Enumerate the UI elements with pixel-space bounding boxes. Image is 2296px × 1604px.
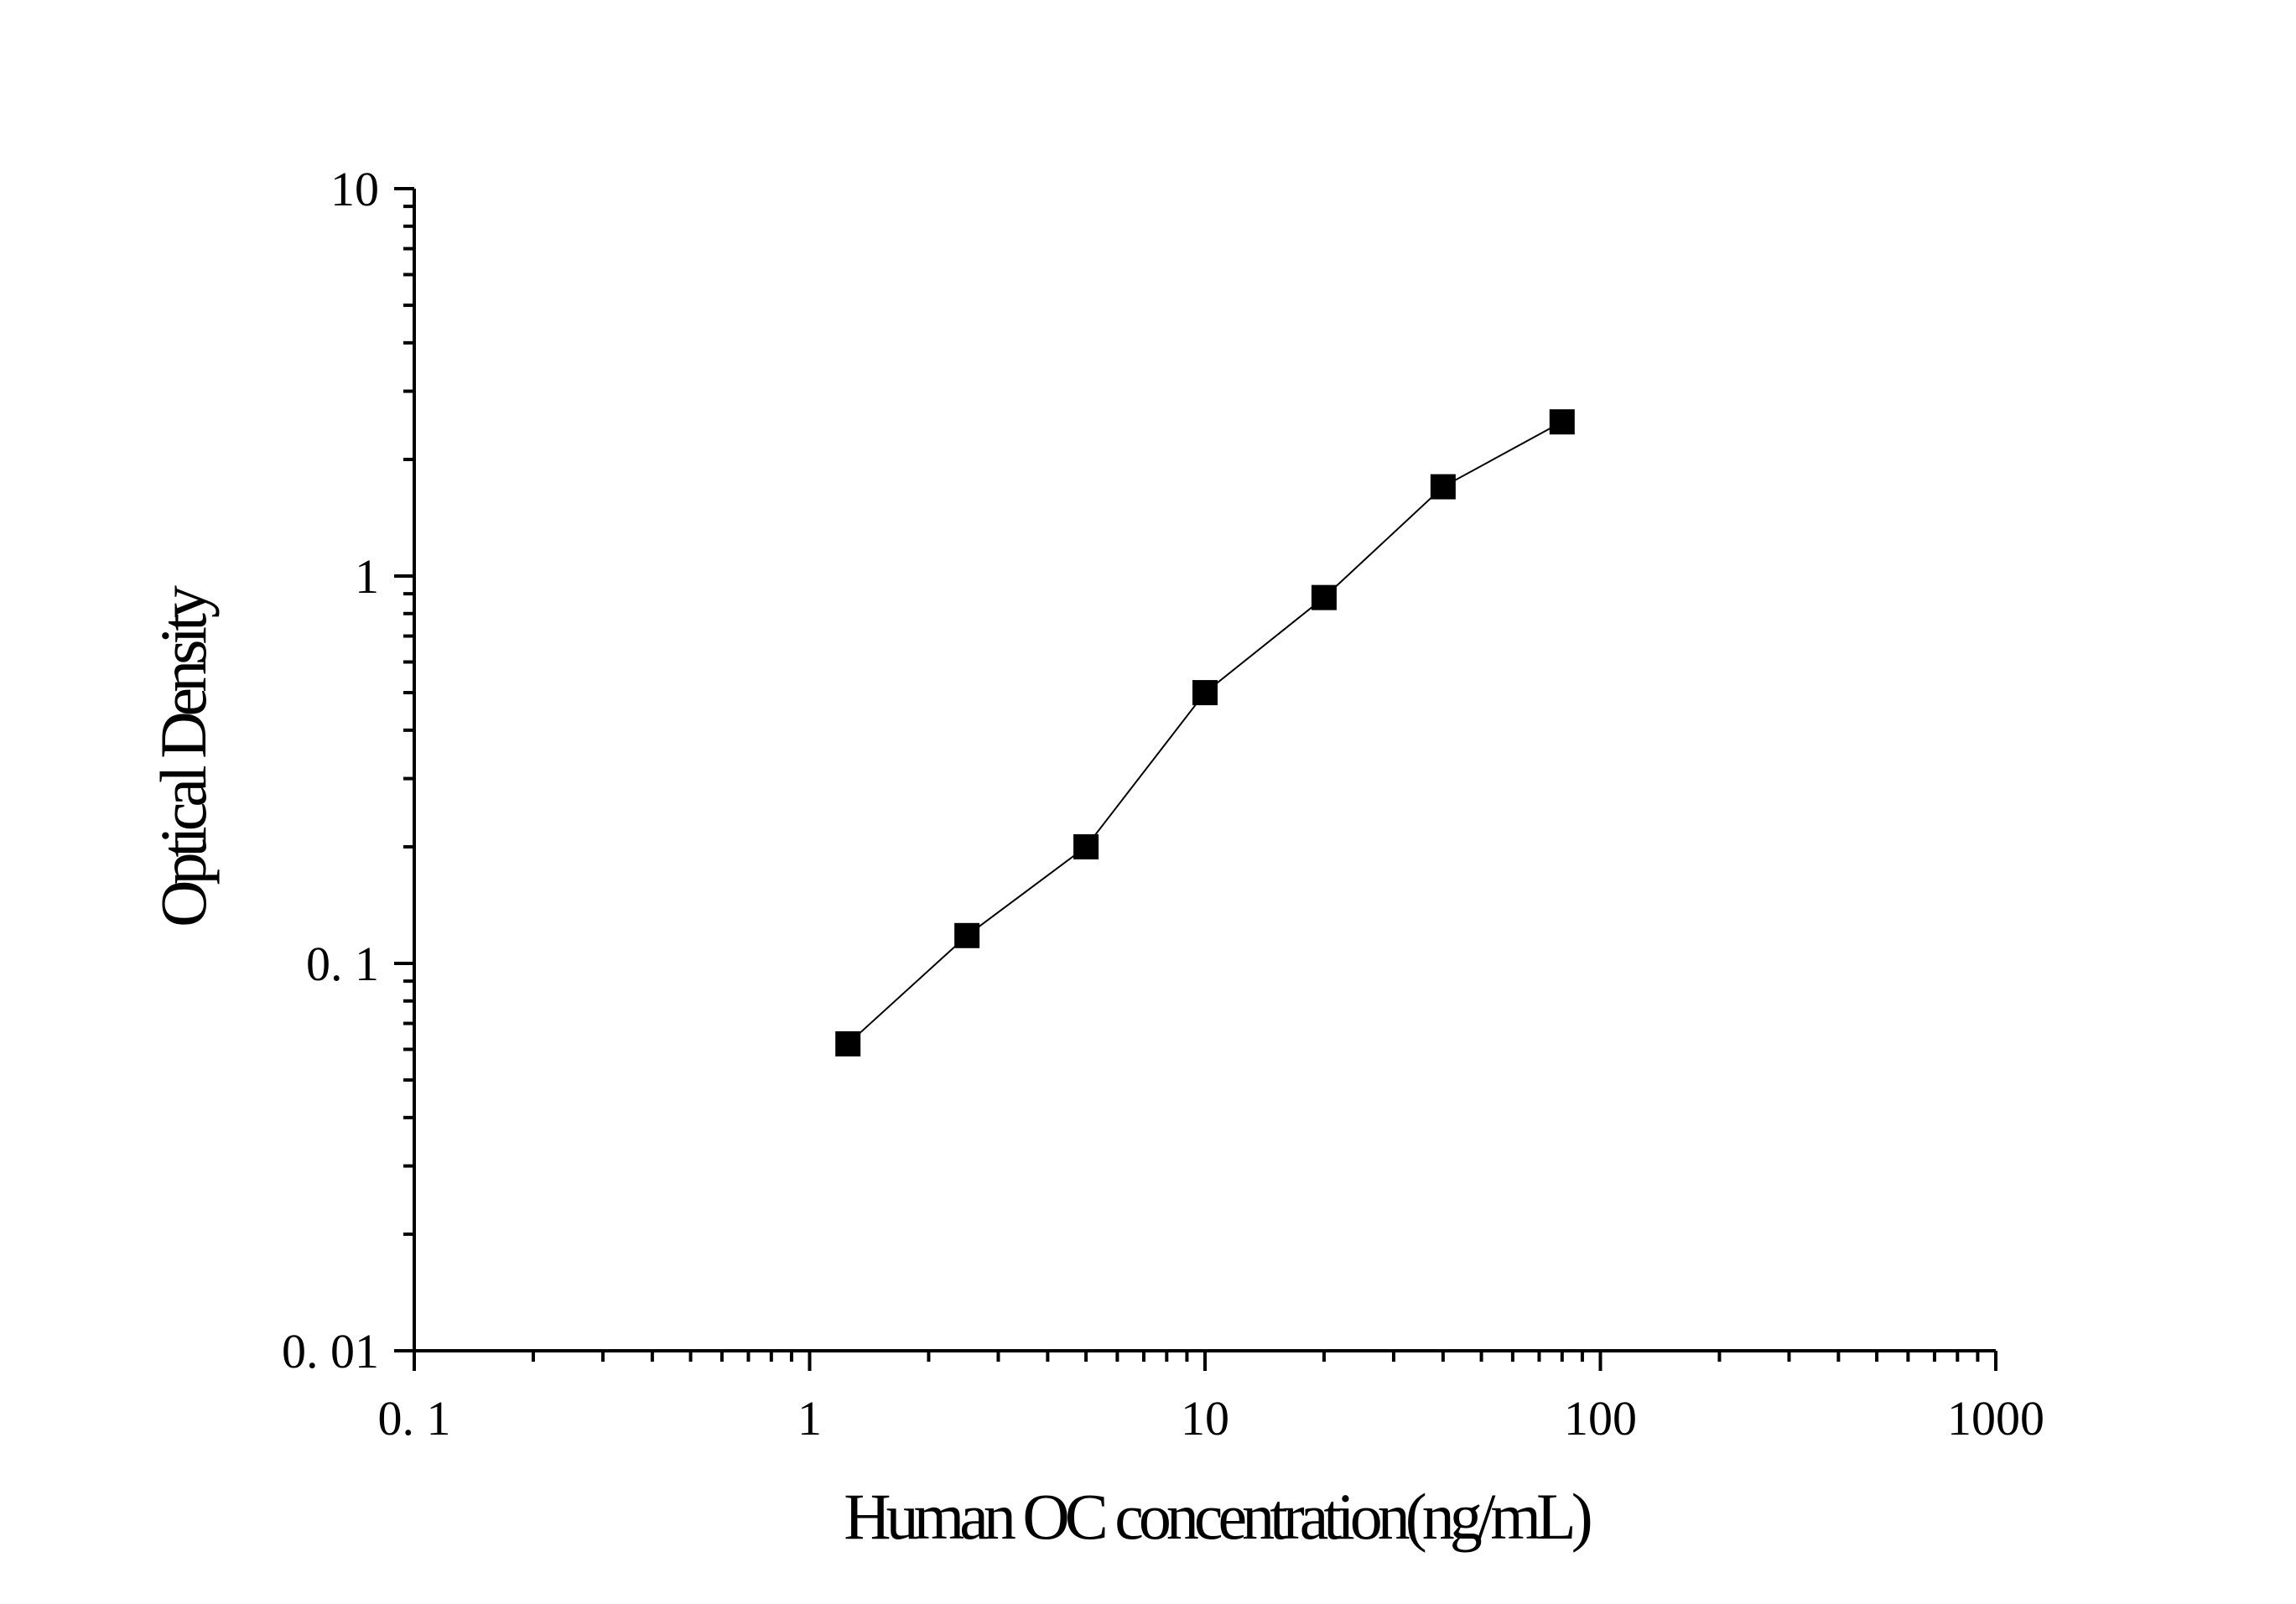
x-axis-title: Human OC concentration(ng/mL) — [844, 1480, 1590, 1553]
data-point-marker — [1311, 584, 1337, 610]
y-axis-title: Optical Density — [147, 585, 220, 927]
data-point-marker — [835, 1030, 861, 1056]
data-series — [835, 409, 1575, 1056]
data-point-marker — [1073, 833, 1099, 859]
y-tick-label: 0. 1 — [306, 937, 379, 991]
data-point-marker — [954, 922, 980, 948]
data-point-marker — [1192, 680, 1218, 706]
axes — [413, 189, 1996, 1352]
y-tick-label: 0. 01 — [282, 1324, 379, 1378]
x-tick-label: 1000 — [1947, 1391, 2044, 1446]
tick-labels: 0. 1 1 10 100 1000 0. 01 0. 1 1 10 — [282, 162, 2044, 1446]
series-line — [847, 421, 1563, 1045]
data-point-marker — [1549, 409, 1575, 435]
x-tick-label: 1 — [797, 1391, 822, 1446]
x-tick-label: 100 — [1564, 1391, 1637, 1446]
data-point-marker — [1430, 474, 1456, 500]
y-tick-label: 10 — [330, 162, 379, 216]
ticks — [394, 187, 1997, 1371]
x-tick-label: 0. 1 — [378, 1391, 451, 1446]
y-tick-label: 1 — [355, 549, 379, 604]
x-tick-label: 10 — [1181, 1391, 1229, 1446]
